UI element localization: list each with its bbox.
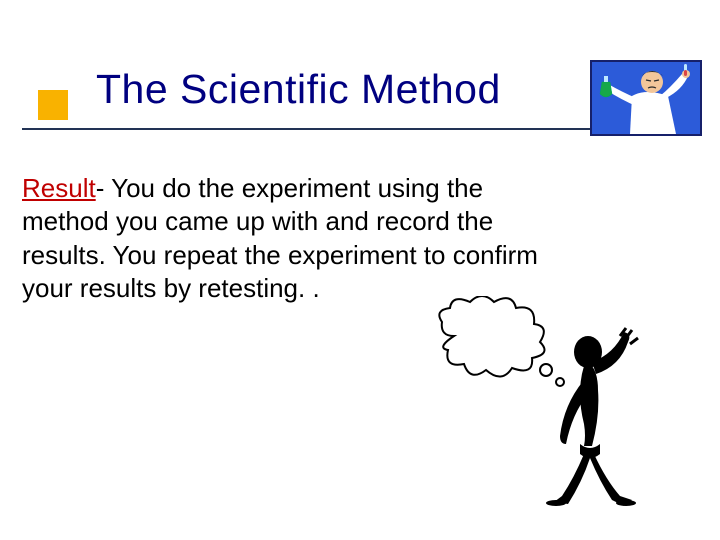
slide: The Scientific Method bbox=[0, 0, 720, 540]
body-text: Result- You do the experiment using the … bbox=[22, 172, 542, 305]
scientist-image bbox=[590, 60, 702, 136]
result-label: Result bbox=[22, 173, 96, 203]
thinking-figure-icon bbox=[434, 296, 654, 506]
body-content: - You do the experiment using the method… bbox=[22, 173, 538, 303]
page-title: The Scientific Method bbox=[96, 66, 501, 113]
accent-square bbox=[38, 90, 68, 120]
thinker-image bbox=[434, 296, 654, 506]
scientist-icon bbox=[592, 62, 700, 134]
